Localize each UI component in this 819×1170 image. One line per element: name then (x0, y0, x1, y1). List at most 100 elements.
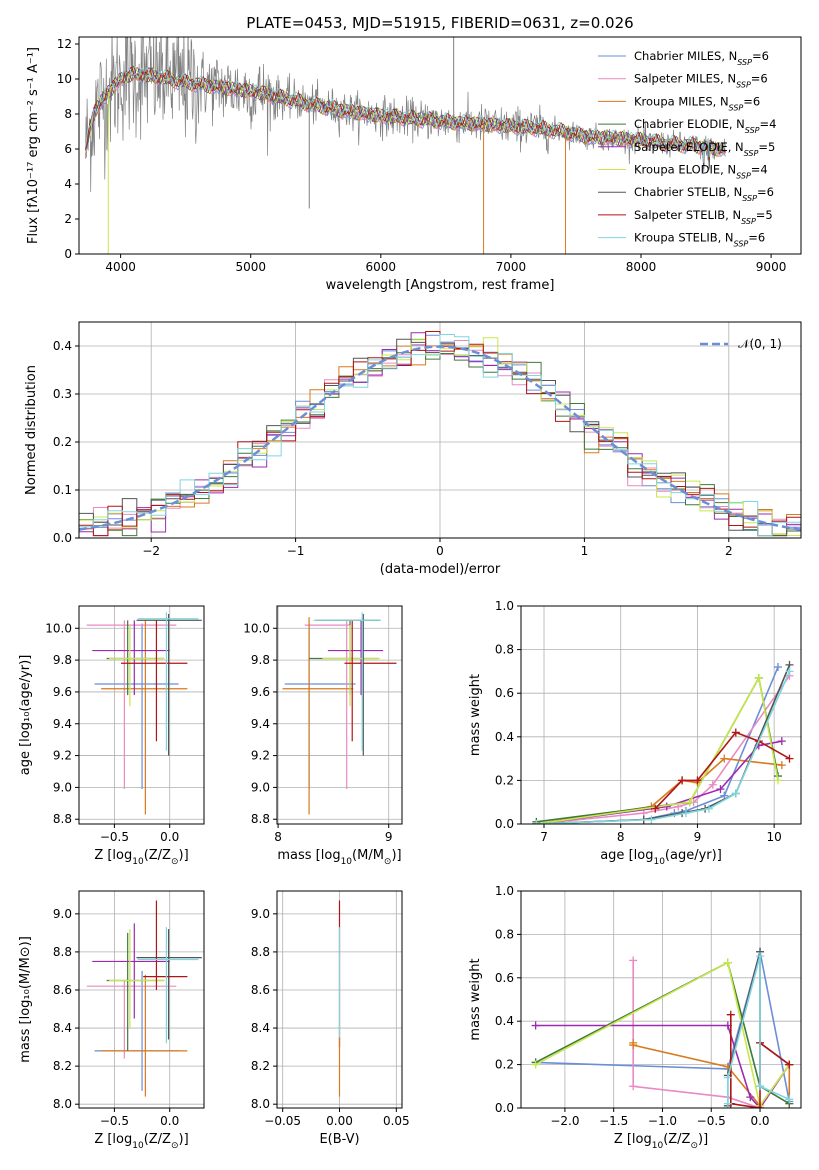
model-spectrum-line (85, 67, 726, 163)
x-tick-label: −1.5 (599, 1114, 628, 1128)
legend-label-sub: SSP (744, 148, 759, 157)
y-tick-label: 0.0 (495, 817, 514, 831)
x-axis-label-part: ⊙ (171, 857, 179, 867)
x-tick-label: −2 (142, 544, 160, 558)
y-tick-label: 0.8 (495, 643, 514, 657)
weight-marker (723, 1073, 732, 1082)
weight-marker (731, 728, 740, 737)
x-axis-label-part: E(B-V) (319, 1132, 359, 1147)
x-axis-label-part: )] (179, 848, 189, 863)
y-tick-label: 0.1 (53, 483, 72, 497)
legend-label-main: Kroupa STELIB, N (634, 231, 734, 245)
legend-label-sub: SSP (729, 103, 744, 112)
weight-line (536, 671, 791, 824)
legend-label: Salpeter MILES, NSSP=6 (634, 72, 768, 90)
legend-label-suffix: =6 (757, 185, 774, 199)
y-axis-label: mass weight (468, 674, 483, 756)
weight-marker (629, 956, 638, 965)
y-tick-label: 9.0 (53, 907, 72, 921)
legend-label-main: Kroupa MILES, N (634, 94, 729, 108)
weight-marker (756, 952, 765, 961)
x-tick-label: 8000 (626, 260, 657, 274)
y-tick-label: 10 (57, 72, 72, 86)
y-tick-label: 0 (64, 247, 72, 261)
x-axis-label-part: (M/M (352, 848, 384, 863)
plot-area (79, 331, 801, 537)
weight-marker (746, 1093, 755, 1102)
x-axis-label-part: (age/yr)] (665, 848, 722, 863)
plot-area (86, 900, 202, 1097)
y-tick-label: 0.4 (495, 1014, 514, 1028)
weight-marker (785, 754, 794, 763)
axes-mass_vs_ebv: −0.05 0.00 0.05 8.0 8.2 8.4 8.6 8.8 9.0 E(B-V) (251, 890, 410, 1147)
y-axis-label: Flux [fλ10⁻¹⁷ erg cm⁻² s⁻¹ A⁻¹] (26, 47, 41, 244)
x-axis-label-part: (Z/Z (144, 848, 171, 863)
legend-label: Salpeter STELIB, NSSP=5 (634, 208, 773, 226)
legend-label: Salpeter ELODIE, NSSP=5 (634, 140, 775, 158)
x-axis-label: Z [log10(Z/Z⊙)] (94, 1132, 188, 1151)
x-tick-label: 5000 (235, 260, 266, 274)
y-tick-label: 0.6 (495, 971, 514, 985)
y-tick-label: 0.2 (495, 773, 514, 787)
x-tick-label: 0.0 (750, 1114, 769, 1128)
legend-label-sub: SSP (745, 126, 760, 135)
legend-label-main: Chabrier STELIB, N (634, 185, 742, 199)
y-tick-label: 0.6 (495, 686, 514, 700)
weight-marker (777, 761, 786, 770)
model-spectrum-line (85, 66, 726, 165)
x-tick-label: 7 (540, 830, 548, 844)
weight-line (536, 757, 782, 824)
legend-label-suffix: =4 (751, 163, 768, 177)
y-tick-label: 0.0 (495, 1101, 514, 1115)
x-tick-label: 9000 (756, 260, 787, 274)
x-axis-label-part: (Z/Z (663, 1132, 690, 1147)
x-tick-label: 8 (617, 830, 625, 844)
y-tick-label: 12 (57, 37, 72, 51)
y-tick-label: 1.0 (495, 884, 514, 898)
weight-marker (693, 776, 702, 785)
y-tick-label: 0.3 (53, 387, 72, 401)
weight-marker (531, 1021, 540, 1030)
x-axis-label-part: Z [log (614, 1132, 652, 1147)
y-tick-label: 8.8 (251, 812, 270, 826)
legend-label-suffix: =6 (751, 72, 768, 86)
x-tick-label: −0.5 (697, 1114, 726, 1128)
weight-line (632, 960, 761, 1108)
y-tick-label: 10.0 (45, 621, 72, 635)
legend-label-suffix: =6 (748, 231, 765, 245)
y-tick-label: 8.6 (53, 983, 72, 997)
weight-marker (678, 776, 687, 785)
legend-label-suffix: =4 (760, 117, 777, 131)
x-axis-label-part: (Z/Z (144, 1132, 171, 1147)
axes-frame (78, 605, 205, 825)
x-axis-label-part: 10 (653, 857, 665, 867)
plot-area (532, 660, 794, 824)
axes-age_vs_mass: 8 9 8.8 9.0 9.2 9.4 9.6 9.8 10.0 mass [log10(M/M⊙… (243, 605, 403, 867)
y-tick-label: 0.8 (495, 927, 514, 941)
axes-frame (78, 890, 205, 1109)
weight-line (536, 675, 779, 824)
x-axis-label-part: ⊙ (171, 1141, 179, 1151)
x-tick-label: −0.5 (100, 1114, 129, 1128)
x-axis-label-part: mass [log (277, 848, 340, 863)
weight-marker (773, 663, 782, 672)
y-tick-label: 1.0 (495, 599, 514, 613)
model-spectrum-line (85, 65, 726, 170)
legend-label-sub: SSP (742, 194, 757, 203)
y-tick-label: 9.6 (53, 685, 72, 699)
y-tick-label: 8.8 (53, 945, 72, 959)
x-axis-label-part: 10 (341, 857, 353, 867)
weight-marker (720, 754, 729, 763)
y-tick-label: 8.2 (53, 1059, 72, 1073)
y-tick-label: 0.0 (53, 531, 72, 545)
x-tick-label: 4000 (105, 260, 136, 274)
y-tick-label: 9.0 (251, 780, 270, 794)
legend-label-sub: SSP (741, 216, 756, 225)
legend-label-main: Chabrier ELODIE, N (634, 117, 745, 131)
y-tick-label: 9.6 (251, 685, 270, 699)
y-tick-label: 2 (64, 212, 72, 226)
weight-marker (726, 1010, 735, 1019)
legend-label-main: Salpeter MILES, N (634, 72, 736, 86)
x-axis-label: mass [log10(M/M⊙)] (277, 848, 401, 867)
weight-marker (532, 820, 541, 824)
